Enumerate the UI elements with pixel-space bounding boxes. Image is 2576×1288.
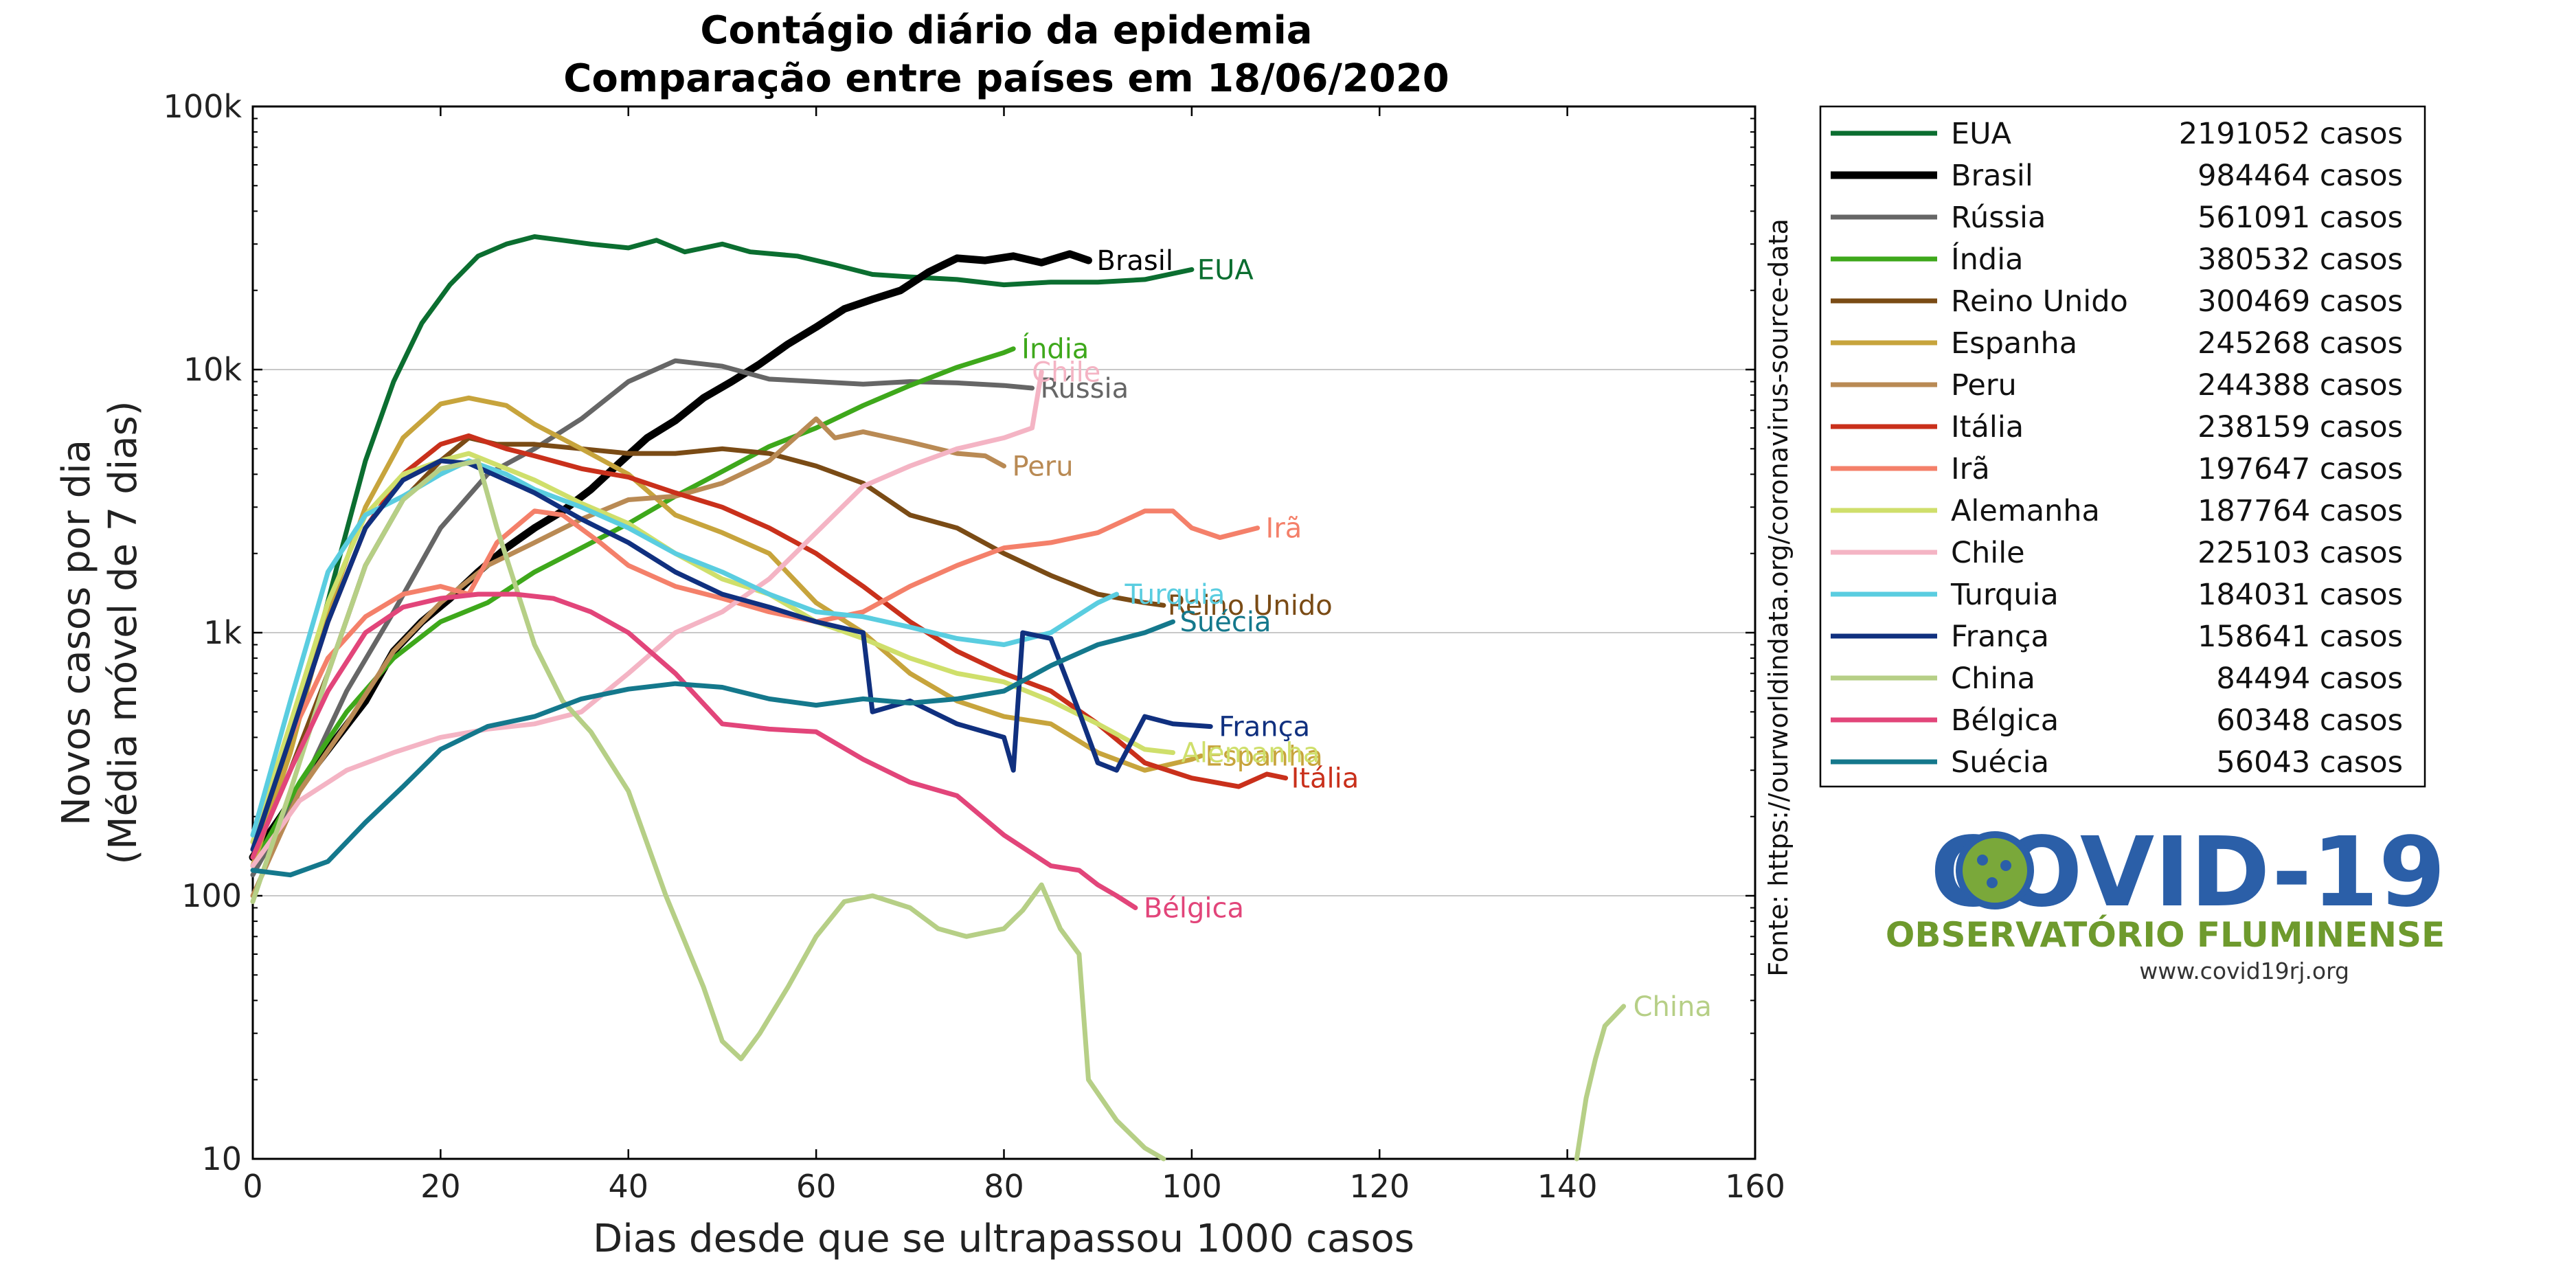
gridlines	[253, 369, 1755, 896]
legend-name-italia: Itália	[1951, 410, 2024, 444]
legend-name-alemanha: Alemanha	[1951, 494, 2100, 528]
legend-cases-india: 380532 casos	[2197, 242, 2403, 277]
x-tick-label: 0	[242, 1168, 262, 1205]
series-line-espanha	[250, 395, 1204, 868]
end-label-belgica: Bélgica	[1144, 893, 1244, 925]
x-tick-label: 140	[1537, 1168, 1598, 1205]
legend-cases-franca: 158641 casos	[2197, 620, 2403, 654]
legend-name-belgica: Bélgica	[1951, 703, 2059, 738]
series-line-italia	[250, 433, 1289, 852]
y-tick-label: 10	[201, 1140, 242, 1177]
chart-title-line-1: Contágio diário da epidemia	[700, 8, 1312, 53]
x-axis-label: Dias desde que se ultrapassou 1000 casos	[593, 1217, 1414, 1261]
series-line-chile	[250, 369, 1044, 868]
legend-name-espanha: Espanha	[1951, 326, 2077, 361]
y-tick-label: 1k	[203, 614, 242, 651]
legend-name-india: Índia	[1951, 242, 2024, 277]
legend-name-turquia: Turquia	[1950, 578, 2059, 612]
legend-cases-suecia: 56043 casos	[2216, 745, 2403, 780]
legend-cases-turquia: 184031 casos	[2197, 578, 2403, 612]
x-tick-label: 40	[608, 1168, 648, 1205]
legend-name-reino-unido: Reino Unido	[1951, 284, 2128, 319]
series-lines	[249, 234, 1627, 1162]
end-label-italia: Itália	[1291, 763, 1359, 795]
legend-name-suecia: Suécia	[1951, 745, 2049, 780]
end-label-russia: Rússia	[1041, 373, 1129, 405]
legend-cases-reino-unido: 300469 casos	[2197, 284, 2403, 319]
y-tick-label: 100	[181, 877, 242, 914]
legend-cases-eua: 2191052 casos	[2179, 117, 2403, 151]
legend-cases-espanha: 245268 casos	[2197, 326, 2403, 361]
legend-name-ira: Irã	[1951, 452, 1990, 486]
end-label-chile: Chile	[1032, 357, 1100, 388]
legend-cases-alemanha: 187764 casos	[2197, 494, 2403, 528]
source-note: Fonte: https://ourworldindata.org/corona…	[1763, 218, 1794, 977]
end-label-reino-unido: Reino Unido	[1168, 590, 1333, 622]
end-label-franca: França	[1219, 712, 1310, 743]
legend-name-chile: Chile	[1951, 536, 2025, 570]
series-line-ira	[250, 508, 1261, 845]
end-label-turquia: Turquia	[1125, 579, 1225, 611]
y-tick-label: 100k	[163, 88, 242, 125]
x-tick-label: 160	[1725, 1168, 1785, 1205]
legend: EUA 2191052 casos Brasil 984464 casos Rússia…	[1831, 117, 2403, 780]
series-line-franca	[250, 458, 1213, 852]
x-tick-label: 80	[984, 1168, 1024, 1205]
end-label-suecia: Suécia	[1180, 607, 1272, 638]
x-tick-label: 60	[796, 1168, 837, 1205]
end-label-ira: Irã	[1266, 513, 1302, 545]
legend-name-eua: EUA	[1951, 117, 2012, 151]
end-label-alemanha: Alemanha	[1182, 738, 1320, 769]
covid19-logo: COVID-19 OBSERVATÓRIO FLUMINENSE www.cov…	[1886, 817, 2445, 984]
end-label-india: Índia	[1021, 332, 1089, 365]
series-end-labels: EUA Brasil Rússia Índia Reino Unido Espanha Pe…	[1013, 245, 1712, 1023]
logo-subtitle: OBSERVATÓRIO FLUMINENSE	[1886, 914, 2445, 955]
chart-title-line-2: Comparação entre países em 18/06/2020	[563, 56, 1449, 101]
end-label-eua: EUA	[1197, 254, 1254, 286]
y-axis-ticks: 10 100 1k 10k 100k	[163, 88, 1755, 1177]
legend-box	[1819, 105, 2426, 788]
x-tick-label: 120	[1349, 1168, 1410, 1205]
logo-url: www.covid19rj.org	[2139, 958, 2349, 984]
legend-cases-russia: 561091 casos	[2197, 201, 2403, 235]
y-axis-label-line-2: (Média móvel de 7 dias)	[101, 400, 146, 864]
series-line-eua	[250, 234, 1195, 852]
legend-cases-italia: 238159 casos	[2197, 410, 2403, 444]
y-axis-label-line-1: Novos casos por dia	[54, 440, 99, 826]
y-tick-label: 10k	[183, 351, 242, 388]
legend-name-china: China	[1951, 662, 2035, 696]
legend-name-franca: França	[1951, 620, 2049, 654]
series-line-peru	[250, 416, 1006, 899]
end-label-brasil: Brasil	[1097, 245, 1173, 277]
x-tick-label: 100	[1162, 1168, 1222, 1205]
legend-name-brasil: Brasil	[1951, 159, 2033, 193]
legend-cases-china: 84494 casos	[2216, 662, 2403, 696]
legend-cases-chile: 225103 casos	[2197, 536, 2403, 570]
series-line-china-part2	[1574, 1004, 1627, 1162]
legend-cases-brasil: 984464 casos	[2197, 159, 2403, 193]
x-axis-ticks: 0 20 40 60 80 100 120 140 160	[242, 106, 1785, 1205]
series-line-suecia	[250, 619, 1175, 878]
end-label-china: China	[1634, 991, 1712, 1023]
legend-cases-ira: 197647 casos	[2197, 452, 2403, 486]
x-tick-label: 20	[420, 1168, 461, 1205]
end-label-peru: Peru	[1013, 451, 1074, 482]
series-line-belgica	[250, 591, 1138, 910]
virus-icon	[1956, 831, 2034, 909]
legend-cases-belgica: 60348 casos	[2216, 703, 2403, 738]
end-label-espanha: Espanha	[1206, 741, 1323, 772]
legend-cases-peru: 244388 casos	[2197, 368, 2403, 403]
series-line-china	[250, 458, 1166, 1162]
legend-name-peru: Peru	[1951, 368, 2017, 403]
legend-name-russia: Rússia	[1951, 201, 2046, 235]
